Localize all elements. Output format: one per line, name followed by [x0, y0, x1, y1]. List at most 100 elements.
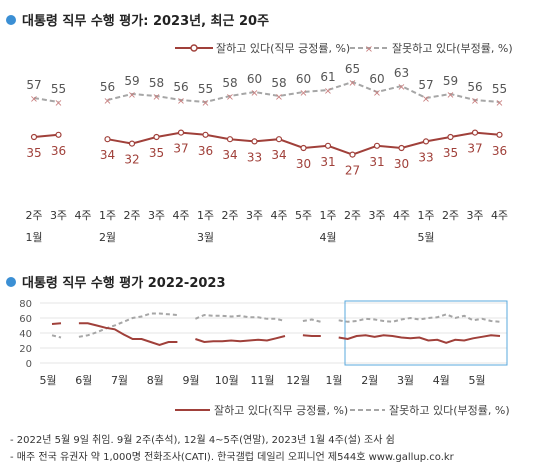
approve-point	[422, 138, 430, 145]
legend-disapprove-label: 잘못하고 있다(부정률, %)	[392, 41, 513, 55]
month-tick-label: 11월	[250, 374, 274, 387]
disapprove-data-label: 58	[149, 76, 164, 90]
approve-point	[30, 133, 38, 141]
x-tick-label: 3주	[368, 209, 385, 222]
approve-point	[153, 133, 160, 141]
approve-line	[302, 334, 321, 337]
approve-data-label: 37	[173, 142, 188, 156]
approve-data-label: 31	[320, 155, 335, 169]
y-tick-label: 40	[19, 329, 32, 340]
month-label: 3월	[197, 231, 214, 244]
approve-point	[104, 136, 111, 143]
disapprove-data-label: 63	[394, 66, 409, 80]
month-label: 4월	[319, 231, 336, 244]
x-tick-label: 2주	[123, 209, 140, 222]
y-tick-label: 0	[26, 359, 32, 370]
disapprove-data-label: 57	[26, 78, 41, 92]
disapprove-point: ×	[446, 90, 454, 101]
disapprove-line	[195, 313, 286, 322]
chart2-title: 대통령 직무 수행 평가 2022-2023	[22, 275, 226, 291]
approve-data-label: 35	[26, 146, 41, 160]
disapprove-point: ×	[275, 92, 283, 103]
x-tick-label: 1주	[417, 209, 434, 222]
approve-data-label: 34	[100, 148, 115, 162]
footnote-2: - 매주 전국 유권자 약 1,000명 전화조사(CATI). 한국갤럽 데일…	[10, 451, 455, 463]
y-tick-label: 20	[19, 344, 32, 355]
approve-data-label: 32	[124, 153, 139, 167]
disapprove-point: ×	[422, 94, 430, 105]
disapprove-data-label: 59	[443, 74, 458, 88]
approve-point	[202, 131, 209, 138]
disapprove-line	[107, 80, 500, 104]
disapprove-data-label: 60	[247, 72, 262, 86]
approve-line	[78, 322, 178, 347]
approve-line	[51, 322, 62, 325]
x-tick-label: 3주	[466, 209, 483, 222]
disapprove-point: ×	[30, 94, 38, 105]
approve-point	[471, 129, 479, 136]
approve-data-label: 30	[394, 157, 409, 171]
section-bullet-icon	[6, 15, 16, 25]
x-tick-label: 3주	[148, 209, 165, 222]
disapprove-data-label: 56	[173, 80, 188, 94]
disapprove-point: ×	[397, 82, 405, 93]
month-tick-label: 8월	[147, 374, 164, 387]
chart2-x-axis: 5월 6월 7월 8월 9월 10월 11월 12월 1월 2월 3월 4월 5월	[39, 374, 485, 387]
month-tick-label: 1월	[325, 374, 342, 387]
disapprove-data-label: 59	[124, 74, 139, 88]
approve-data-label: 35	[443, 146, 458, 160]
month-tick-label: 5월	[39, 374, 56, 387]
approve-data-label: 36	[198, 144, 213, 158]
month-tick-label: 3월	[397, 374, 414, 387]
disapprove-point: ×	[373, 88, 381, 99]
month-label: 5월	[417, 231, 434, 244]
disapprove-point: ×	[54, 98, 62, 109]
approve-data-label: 37	[467, 142, 482, 156]
chart2-marks	[51, 312, 501, 347]
approve-data-label: 27	[345, 164, 360, 178]
disapprove-data-label: 55	[51, 82, 66, 96]
approve-data-label: 35	[149, 146, 164, 160]
approve-data-label: 31	[369, 155, 384, 169]
disapprove-line	[78, 312, 178, 338]
disapprove-point: ×	[152, 92, 160, 103]
disapprove-data-label: 65	[345, 62, 360, 76]
chart1-x-axis: 2주 3주 4주 1주 2주 3주 4주 1주 2주 3주 4주 5주 1주 2주 3주 4주 1주 2주 3주 4주…	[25, 209, 508, 244]
y-tick-label: 80	[19, 299, 32, 310]
approve-data-label: 30	[296, 157, 311, 171]
disapprove-point: ×	[201, 98, 209, 109]
disapprove-point: ×	[299, 88, 307, 99]
month-label: 2월	[99, 231, 116, 244]
disapprove-point: ×	[177, 96, 185, 107]
chart1-marks: 35 36 34 32 35 37 36 34 33 34 30 31 27 31 30 33 35 37 36 × 5…	[26, 62, 507, 178]
approve-point	[300, 144, 307, 152]
disapprove-data-label: 57	[418, 78, 433, 92]
month-tick-label: 7월	[111, 374, 128, 387]
approve-point	[128, 140, 136, 147]
month-label: 1월	[25, 231, 42, 244]
y-tick-label: 60	[19, 314, 32, 325]
approve-data-label: 36	[51, 144, 66, 158]
approve-line	[33, 133, 59, 138]
month-tick-label: 12월	[286, 374, 310, 387]
x-tick-label: 1주	[99, 209, 116, 222]
disapprove-point: ×	[103, 96, 111, 107]
disapprove-data-label: 56	[100, 80, 115, 94]
x-tick-label: 4주	[74, 209, 91, 222]
disapprove-data-label: 55	[198, 82, 213, 96]
footnote-1: - 2022년 5월 9일 취임. 9월 2주(추석), 12월 4~5주(연말…	[10, 433, 395, 446]
approve-point	[324, 142, 332, 149]
x-tick-label: 3주	[246, 209, 263, 222]
legend-disapprove-marker: ×	[365, 44, 373, 55]
x-tick-label: 1주	[197, 209, 214, 222]
approve-data-label: 34	[271, 148, 286, 162]
approve-point	[251, 138, 258, 145]
approve-point	[275, 136, 283, 143]
approve-data-label: 36	[492, 144, 507, 158]
x-tick-label: 2주	[344, 209, 361, 222]
approve-line	[195, 335, 286, 344]
recent-20-weeks-highlight-box	[344, 300, 508, 366]
chart1-legend: 잘하고 있다(직무 긍정률, %) × 잘못하고 있다(부정률, %)	[175, 41, 513, 55]
approve-data-label: 33	[247, 150, 262, 164]
